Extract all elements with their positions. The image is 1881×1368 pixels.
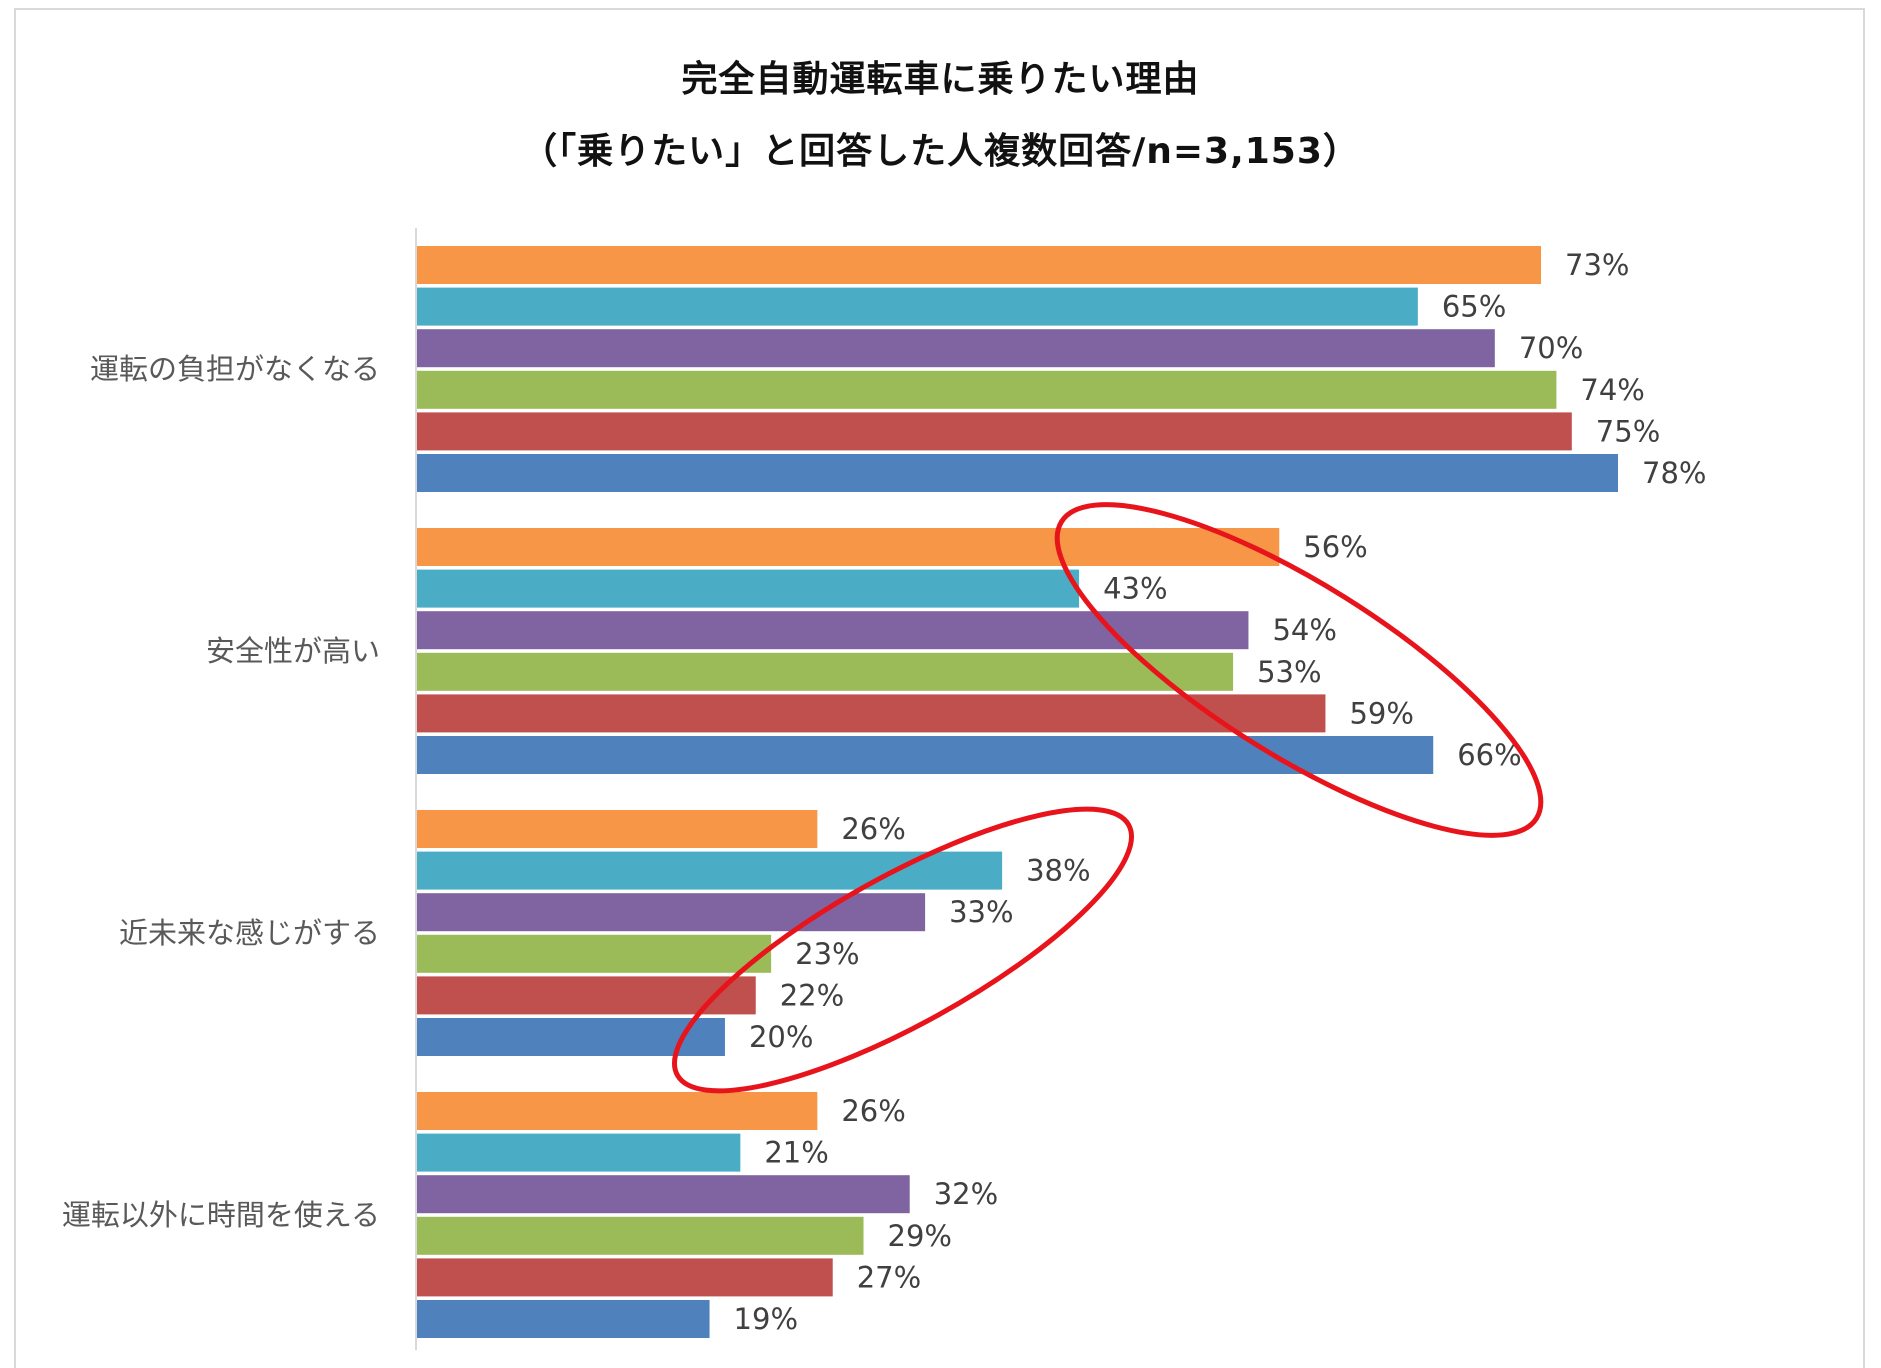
bar [417, 1300, 710, 1338]
bar [417, 652, 1234, 691]
bar [417, 694, 1326, 733]
data-label: 32% [934, 1177, 998, 1211]
data-label: 33% [949, 895, 1013, 929]
data-label: 56% [1303, 530, 1367, 564]
bar [417, 329, 1495, 368]
bar [417, 1018, 725, 1056]
bar [417, 569, 1080, 608]
data-label: 73% [1565, 248, 1629, 282]
data-label: 53% [1257, 655, 1321, 689]
data-label: 20% [749, 1020, 813, 1054]
data-label: 21% [764, 1136, 828, 1170]
data-label: 66% [1457, 738, 1521, 772]
category-tick-label: 近未来な感じがする [119, 916, 380, 950]
bar [417, 934, 772, 973]
category-tick-label: 運転以外に時間を使える [62, 1198, 380, 1232]
data-label: 22% [780, 978, 844, 1012]
data-label: 59% [1349, 696, 1413, 730]
data-label: 27% [857, 1260, 921, 1294]
highlight-ellipse-futuristic [672, 806, 1134, 1094]
category-tick-label: 運転の負担がなくなる [90, 352, 380, 386]
bar [417, 1258, 833, 1297]
bar [417, 976, 756, 1015]
bar [417, 454, 1618, 492]
chart-title: 完全自動運転車に乗りたい理由 [681, 59, 1200, 100]
bar [417, 736, 1434, 774]
bar [417, 412, 1572, 451]
bar [417, 810, 818, 848]
data-label: 65% [1442, 290, 1506, 324]
data-label: 78% [1642, 456, 1706, 490]
chart-subtitle: （「乗りたい」と回答した人複数回答/n=3,153） [521, 131, 1360, 172]
data-label: 74% [1580, 373, 1644, 407]
bar [417, 246, 1542, 284]
value-label-group: 73% 65% 70% 74% 75% 78% 56% 43% 54% 53% 59% 66% 26% 3… [734, 248, 1707, 1336]
bar [417, 1216, 864, 1255]
data-label: 38% [1026, 854, 1090, 888]
data-label: 70% [1519, 331, 1583, 365]
category-tick-label: 安全性が高い [206, 634, 380, 668]
bar [417, 528, 1280, 566]
bar [417, 1092, 818, 1130]
bar [417, 851, 1003, 890]
bar [417, 1175, 910, 1214]
data-label: 29% [888, 1219, 952, 1253]
data-label: 26% [841, 1094, 905, 1128]
highlight-ellipse-safety [1054, 502, 1544, 838]
data-label: 75% [1596, 414, 1660, 448]
data-label: 19% [734, 1302, 798, 1336]
bar [417, 1133, 741, 1172]
data-label: 54% [1272, 613, 1336, 647]
bar [417, 893, 926, 932]
bar [417, 287, 1418, 326]
data-label: 26% [841, 812, 905, 846]
data-label: 23% [795, 937, 859, 971]
bar-series-group [417, 246, 1618, 1338]
bar [417, 370, 1557, 409]
data-label: 43% [1103, 572, 1167, 606]
